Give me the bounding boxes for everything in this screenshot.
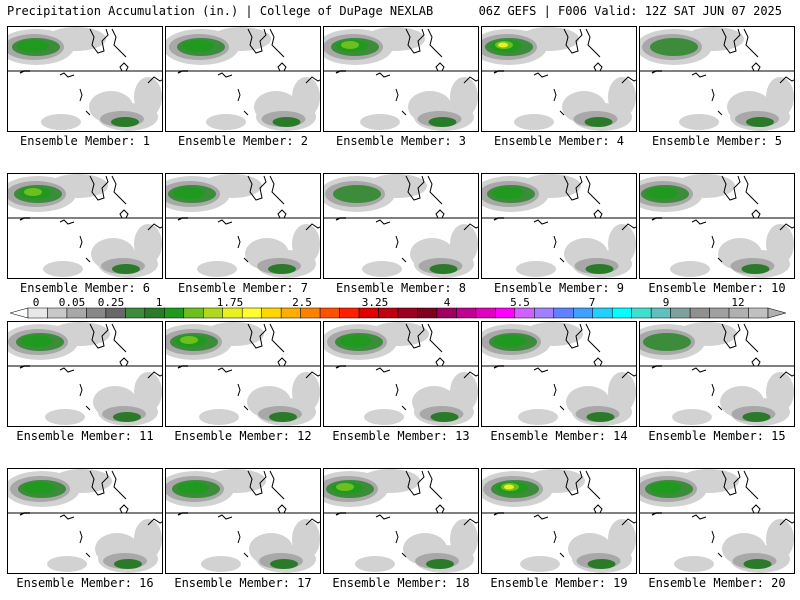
colorbar-tick-label: 0.25 <box>97 296 125 309</box>
colorbar-swatch <box>183 307 204 319</box>
colorbar-swatch <box>86 307 107 319</box>
ensemble-member-label: Ensemble Member: 9 <box>493 281 625 295</box>
colorbar-swatch <box>203 307 223 319</box>
colorbar-tick-label: 0.05 <box>58 296 86 309</box>
colorbar-swatch <box>397 307 418 319</box>
colorbar-swatch <box>125 307 146 319</box>
colorbar-swatch <box>47 307 68 319</box>
ensemble-member-label: Ensemble Member: 18 <box>332 576 470 590</box>
ensemble-member-label: Ensemble Member: 19 <box>490 576 628 590</box>
colorbar-swatch <box>592 307 613 319</box>
colorbar-swatch <box>378 307 399 319</box>
ensemble-map-panel <box>165 468 321 574</box>
colorbar-swatch <box>300 307 321 319</box>
colorbar-swatch <box>319 307 340 319</box>
colorbar-swatch <box>105 307 126 319</box>
ensemble-map-panel <box>323 26 479 132</box>
ensemble-map-panel <box>7 321 163 427</box>
colorbar-swatch <box>456 307 477 319</box>
ensemble-member-label: Ensemble Member: 15 <box>648 429 786 443</box>
ensemble-map-panel <box>165 173 321 279</box>
precip-colorbar <box>10 307 786 319</box>
colorbar-tick-label: 0 <box>32 296 40 309</box>
colorbar-swatch <box>631 307 652 319</box>
colorbar-swatch <box>144 307 165 319</box>
chart-title: Precipitation Accumulation (in.) | Colle… <box>7 4 434 18</box>
colorbar-tick-label: 4 <box>443 296 451 309</box>
colorbar-swatch <box>534 307 555 319</box>
colorbar-swatch <box>611 307 632 319</box>
ensemble-map-panel <box>323 321 479 427</box>
colorbar-tick-label: 9 <box>662 296 670 309</box>
colorbar-swatch <box>728 307 749 319</box>
colorbar-swatch <box>650 307 671 319</box>
colorbar-swatch <box>670 307 691 319</box>
ensemble-member-label: Ensemble Member: 17 <box>174 576 312 590</box>
colorbar-tick-label: 2.5 <box>292 296 312 309</box>
ensemble-member-label: Ensemble Member: 7 <box>177 281 309 295</box>
ensemble-member-label: Ensemble Member: 3 <box>335 134 467 148</box>
colorbar-tick-label: 3.25 <box>361 296 389 309</box>
ensemble-map-panel <box>165 321 321 427</box>
ensemble-member-label: Ensemble Member: 5 <box>651 134 783 148</box>
colorbar-swatch <box>164 307 185 319</box>
ensemble-map-panel <box>481 173 637 279</box>
ensemble-member-label: Ensemble Member: 2 <box>177 134 309 148</box>
ensemble-map-panel <box>639 26 795 132</box>
ensemble-map-panel <box>7 173 163 279</box>
ensemble-member-label: Ensemble Member: 11 <box>16 429 154 443</box>
colorbar-swatch <box>222 307 243 319</box>
ensemble-map-panel <box>639 321 795 427</box>
ensemble-map-panel <box>7 468 163 574</box>
colorbar-swatch <box>417 307 438 319</box>
ensemble-member-label: Ensemble Member: 4 <box>493 134 625 148</box>
ensemble-map-panel <box>7 26 163 132</box>
colorbar-swatch <box>436 307 457 319</box>
colorbar-swatch <box>339 307 360 319</box>
colorbar-swatch <box>280 307 301 319</box>
ensemble-map-panel <box>481 321 637 427</box>
colorbar-swatch <box>27 307 48 319</box>
colorbar-right-arrow <box>767 307 786 319</box>
ensemble-member-label: Ensemble Member: 6 <box>19 281 151 295</box>
ensemble-member-label: Ensemble Member: 20 <box>648 576 786 590</box>
colorbar-swatch <box>261 307 282 319</box>
colorbar-tick-label: 7 <box>588 296 596 309</box>
colorbar-tick-label: 12 <box>731 296 745 309</box>
ensemble-member-label: Ensemble Member: 12 <box>174 429 312 443</box>
run-valid-time: 06Z GEFS | F006 Valid: 12Z SAT JUN 07 20… <box>478 4 782 18</box>
colorbar-swatch <box>475 307 496 319</box>
ensemble-map-panel <box>639 468 795 574</box>
colorbar-swatch <box>689 307 710 319</box>
ensemble-member-label: Ensemble Member: 1 <box>19 134 151 148</box>
ensemble-map-panel <box>323 468 479 574</box>
ensemble-map-panel <box>165 26 321 132</box>
colorbar-swatch <box>241 307 262 319</box>
colorbar-tick-label: 1 <box>155 296 163 309</box>
ensemble-member-label: Ensemble Member: 10 <box>648 281 786 295</box>
colorbar-swatch <box>495 307 516 319</box>
ensemble-map-panel <box>639 173 795 279</box>
colorbar-swatch <box>553 307 574 319</box>
colorbar-tick-label: 5.5 <box>510 296 530 309</box>
colorbar-swatch <box>358 307 379 319</box>
colorbar-swatch <box>573 307 593 319</box>
ensemble-map-panel <box>481 26 637 132</box>
ensemble-map-panel <box>481 468 637 574</box>
ensemble-map-panel <box>323 173 479 279</box>
colorbar-swatch <box>514 307 535 319</box>
colorbar-swatch <box>748 307 769 319</box>
colorbar-swatch <box>709 307 730 319</box>
ensemble-member-label: Ensemble Member: 16 <box>16 576 154 590</box>
ensemble-member-label: Ensemble Member: 13 <box>332 429 470 443</box>
ensemble-member-label: Ensemble Member: 8 <box>335 281 467 295</box>
colorbar-tick-label: 1.75 <box>216 296 244 309</box>
ensemble-member-label: Ensemble Member: 14 <box>490 429 628 443</box>
colorbar-swatch <box>66 307 87 319</box>
colorbar-left-arrow <box>10 307 29 319</box>
